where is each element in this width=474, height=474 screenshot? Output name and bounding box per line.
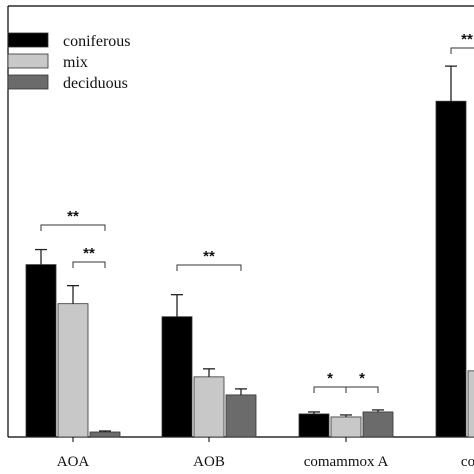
bar-coniferous-2 <box>298 413 330 438</box>
legend-item: deciduous <box>7 74 128 92</box>
significance-bracket: * <box>345 370 379 393</box>
significance-label: ** <box>83 245 95 262</box>
bar-deciduous-0 <box>89 431 121 438</box>
significance-bracket: ** <box>40 208 106 231</box>
significance-bracket: * <box>313 370 347 393</box>
significance-bracket: ** <box>450 31 474 54</box>
significance-bracket: ** <box>176 248 242 271</box>
bar-mix-1 <box>193 376 225 438</box>
significance-label: ** <box>203 248 215 265</box>
legend-swatch <box>7 53 49 69</box>
significance-line <box>72 261 106 268</box>
legend-label: coniferous <box>63 33 131 50</box>
significance-line <box>313 386 347 393</box>
significance-label: * <box>327 370 333 387</box>
legend-swatch <box>7 32 49 48</box>
bar-deciduous-2 <box>362 411 394 438</box>
x-tick-label: comammox A <box>304 454 389 470</box>
significance-label: ** <box>461 31 473 48</box>
legend-label: deciduous <box>63 75 128 92</box>
bar-coniferous-1 <box>161 316 193 438</box>
significance-line <box>176 264 242 271</box>
x-tick-label: AOA <box>57 454 90 470</box>
bar-deciduous-1 <box>225 394 257 438</box>
legend-item: coniferous <box>7 32 131 50</box>
bar-coniferous-0 <box>25 264 57 438</box>
significance-label: * <box>359 370 365 387</box>
bar-coniferous-3 <box>435 100 467 438</box>
legend-item: mix <box>7 53 88 71</box>
significance-line <box>345 386 379 393</box>
significance-line <box>450 47 474 54</box>
bar-mix-2 <box>330 416 362 438</box>
significance-bracket: ** <box>72 245 106 268</box>
legend-swatch <box>7 74 49 90</box>
x-tick-label: comam <box>461 454 474 470</box>
bar-mix-0 <box>57 303 89 438</box>
significance-label: ** <box>67 208 79 225</box>
x-tick-label: AOB <box>193 454 225 470</box>
legend-label: mix <box>63 54 88 71</box>
significance-line <box>40 224 106 231</box>
bar-mix-3 <box>467 370 474 438</box>
